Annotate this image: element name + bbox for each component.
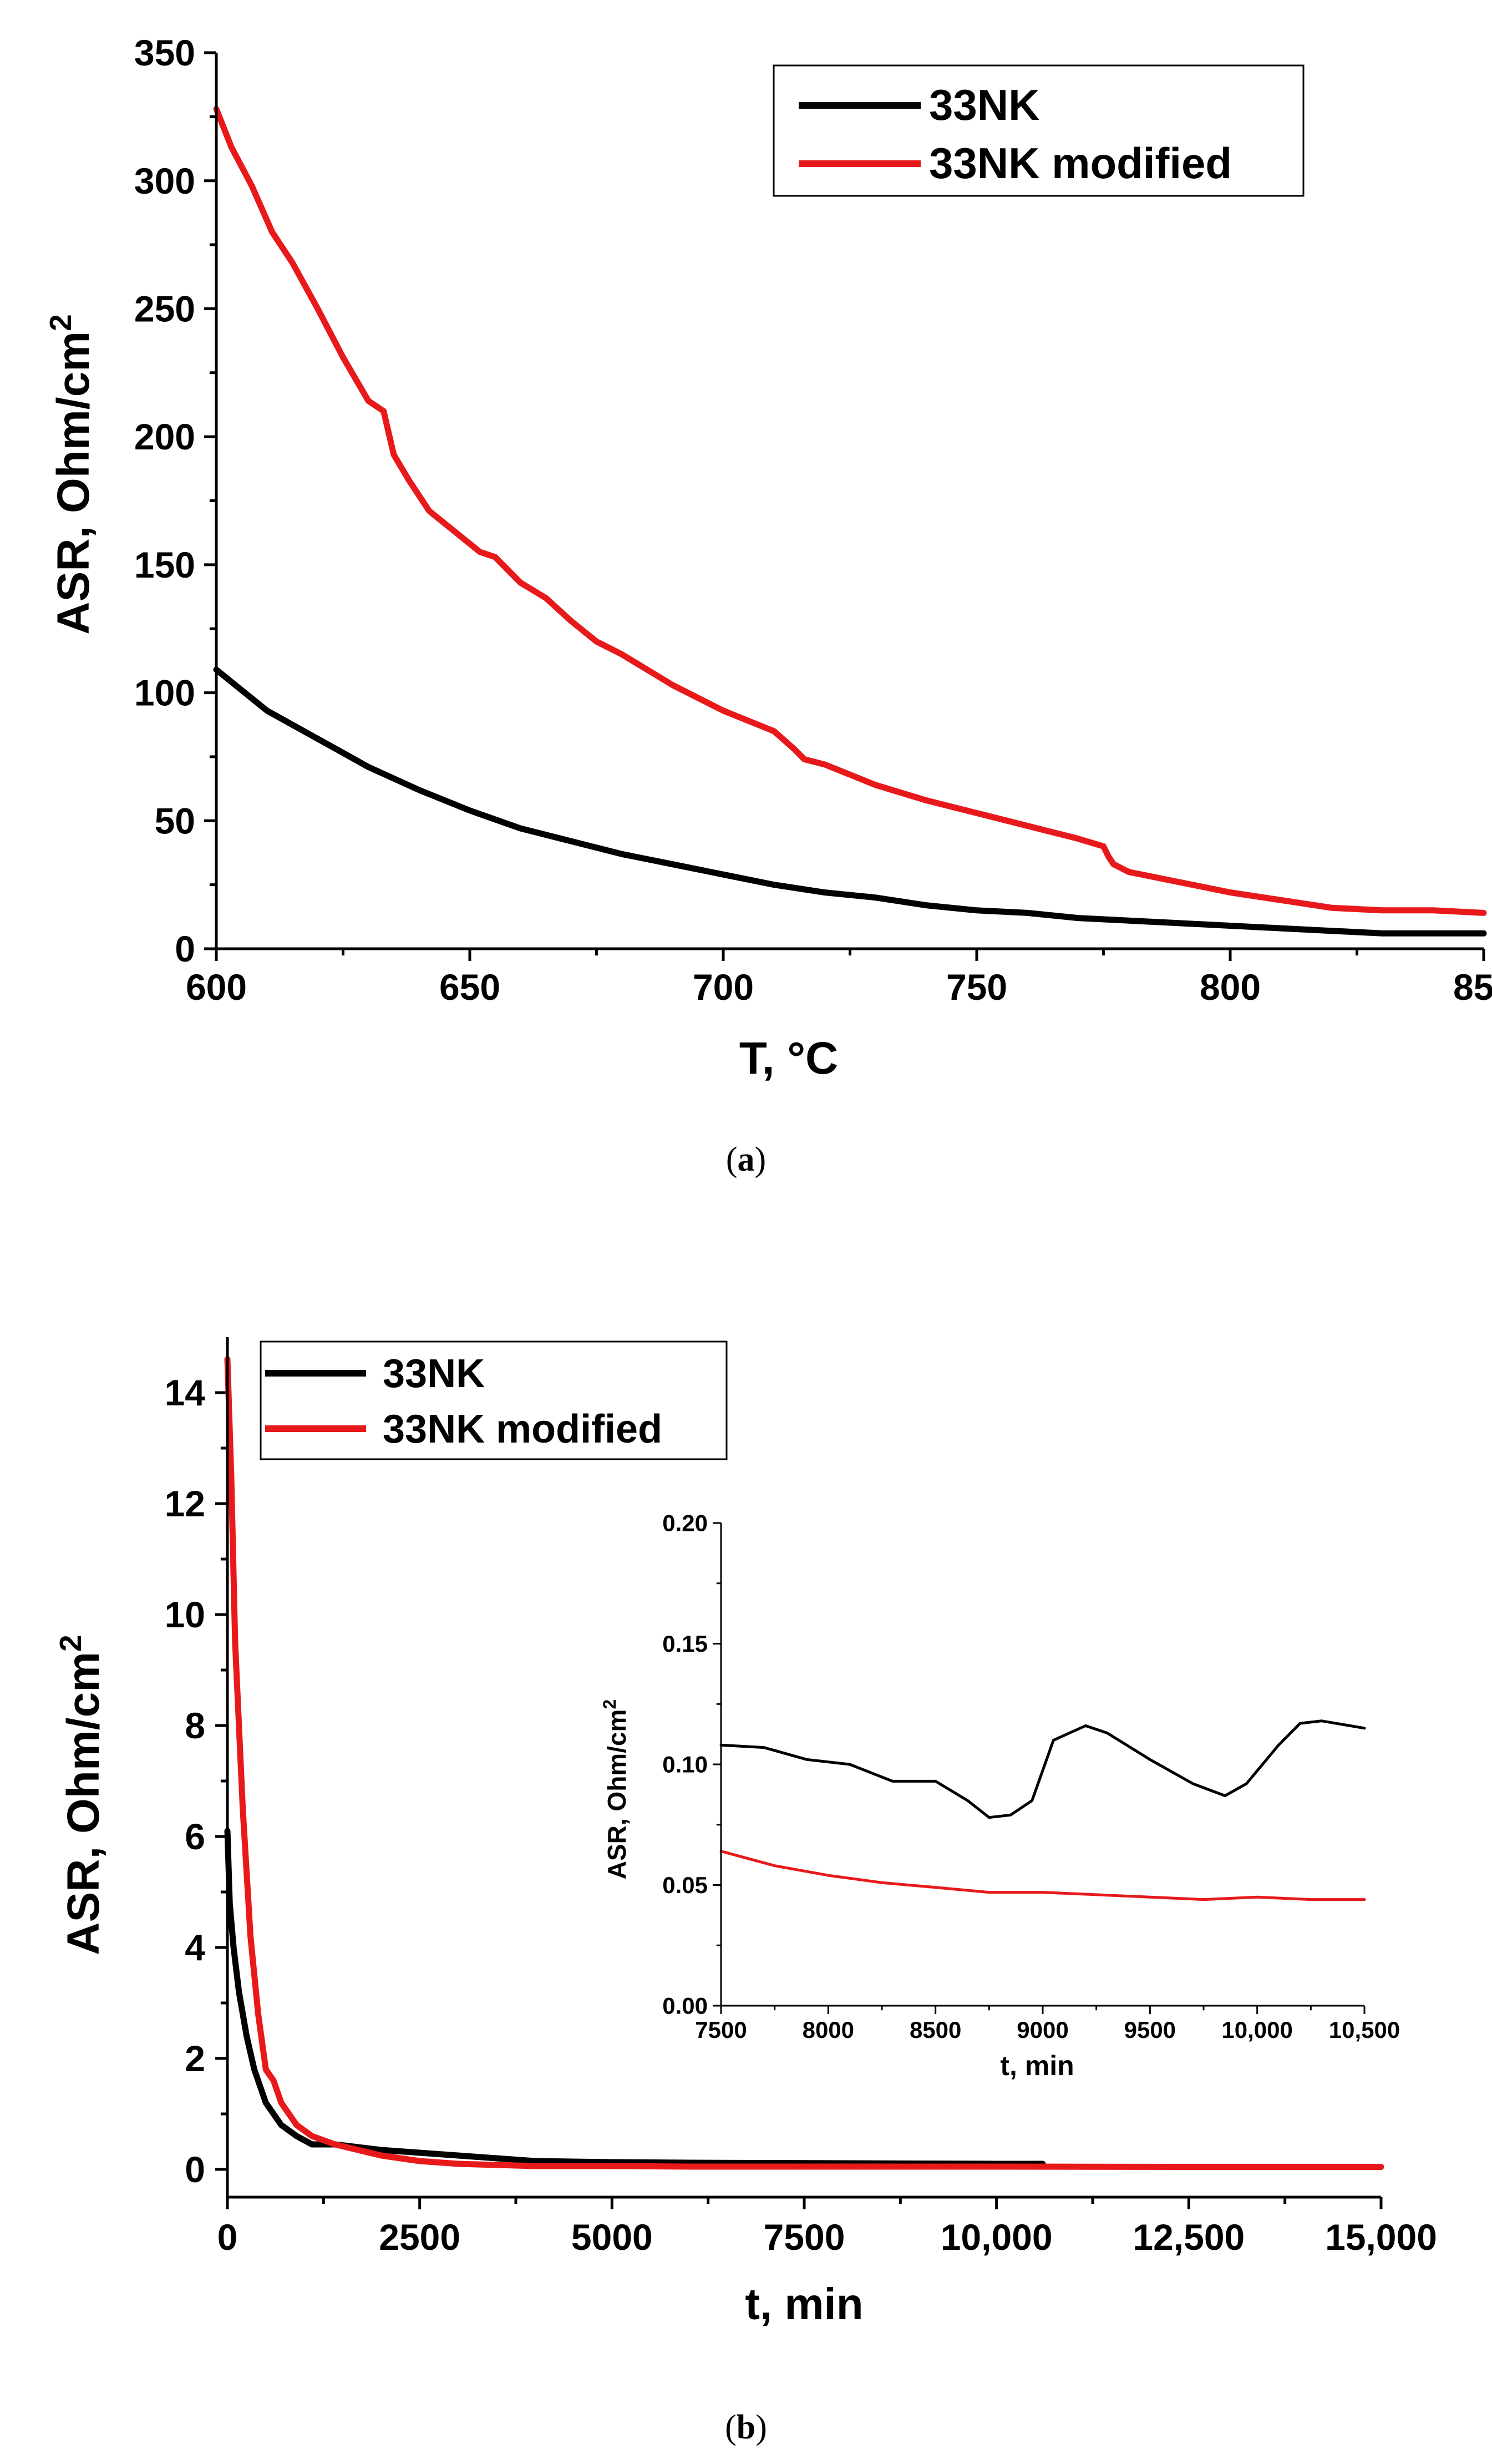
panel-a-axes: [215, 53, 1484, 950]
panel-a-legend-box: [773, 64, 1305, 197]
x-tick-label: 7500: [695, 2017, 747, 2043]
panel-a-ticks: 600 650 700 750 800 850 0 50 100 150 200 250 300 350: [134, 32, 1492, 1008]
legend-label-33nk: 33NK: [929, 80, 1039, 129]
panel-a-caption-open: (: [726, 1141, 738, 1178]
series-line-33nk: [719, 1719, 1366, 1819]
inset-y-axis-title: ASR, Ohm/cm2: [600, 1699, 631, 1880]
x-tick-label: 650: [439, 967, 500, 1008]
panel-a-y-axis-title: ASR, Ohm/cm2: [43, 314, 99, 634]
y-tick-label: 4: [185, 1927, 205, 1968]
x-tick-label: 10,000: [1221, 2017, 1292, 2043]
x-tick-label: 0: [217, 2217, 238, 2258]
y-tick-label: 50: [155, 800, 195, 841]
x-tick-label: 700: [693, 967, 754, 1008]
panel-a-y-axis-title-text: ASR, Ohm/cm: [48, 331, 99, 635]
x-tick-label: 750: [946, 967, 1007, 1008]
y-tick-label: 0.20: [662, 1510, 708, 1536]
y-tick-label: 2: [185, 2038, 205, 2079]
inset-y-axis-title-superscript: 2: [600, 1699, 620, 1709]
x-tick-label: 5000: [571, 2217, 653, 2258]
x-tick-label: 15,000: [1325, 2217, 1437, 2258]
panel-b-chart: 0 2500 5000 7500 10,000 12,500 15,000 0 2 4 6 8 10 12…: [53, 1337, 1437, 2446]
panel-b-caption-close: ): [755, 2409, 767, 2446]
inset-x-axis-title: t, min: [1000, 2050, 1074, 2081]
x-tick-label: 2500: [379, 2217, 460, 2258]
series-line-33nk-modified: [719, 1850, 1366, 1901]
panel-b-series: [224, 1356, 1384, 2170]
y-tick-label: 350: [134, 32, 195, 73]
x-tick-label: 850: [1453, 967, 1492, 1008]
series-line-33nk: [213, 666, 1487, 937]
panel-a-caption: (a): [726, 1141, 766, 1178]
y-tick-label: 8: [185, 1705, 205, 1746]
inset-ticks: 7500 8000 8500 9000 9500 10,000 10,500 0.00 0.05…: [662, 1510, 1400, 2043]
legend-label-33nk-modified: 33NK modified: [929, 139, 1232, 188]
y-tick-label: 12: [165, 1483, 205, 1524]
panel-b-legend-box: [260, 1340, 728, 1460]
x-tick-label: 600: [186, 967, 247, 1008]
panel-a-legend: 33NK 33NK modified: [773, 64, 1305, 197]
panel-b-y-axis-title-text: ASR, Ohm/cm: [58, 1652, 109, 1955]
panel-b-caption-open: (: [725, 2409, 737, 2446]
x-tick-label: 8000: [803, 2017, 854, 2043]
y-tick-label: 150: [134, 544, 195, 585]
legend-label-33nk: 33NK: [383, 1352, 485, 1396]
x-tick-label: 9500: [1124, 2017, 1176, 2043]
panel-b-x-axis-title: t, min: [745, 2279, 863, 2329]
panel-b-axes: [226, 1337, 1381, 2199]
x-tick-label: 800: [1200, 967, 1261, 1008]
legend-label-33nk-modified: 33NK modified: [383, 1407, 662, 1451]
x-tick-label: 8500: [910, 2017, 961, 2043]
y-tick-label: 0.15: [662, 1631, 708, 1657]
panel-b-caption-letter: b: [737, 2409, 755, 2446]
y-tick-label: 14: [165, 1372, 206, 1413]
panel-b-ticks: 0 2500 5000 7500 10,000 12,500 15,000 0 2 4 6 8 10 12…: [165, 1372, 1437, 2258]
y-tick-label: 250: [134, 289, 195, 330]
inset-series: [719, 1719, 1366, 1901]
panel-b-caption: (b): [725, 2409, 767, 2446]
panel-a-caption-letter: a: [738, 1141, 755, 1178]
inset-axes: [720, 1523, 1364, 2007]
panel-b-legend: 33NK 33NK modified: [260, 1340, 728, 1460]
panel-a-y-axis-title-superscript: 2: [43, 314, 78, 331]
series-line-33nk-modified: [224, 1356, 1384, 2170]
inset-background: [715, 1520, 1364, 2075]
y-tick-label: 100: [134, 672, 195, 714]
y-tick-label: 0.00: [662, 1993, 708, 2019]
y-tick-label: 0: [175, 928, 195, 969]
y-tick-label: 0.10: [662, 1752, 708, 1778]
y-tick-label: 200: [134, 416, 195, 457]
x-tick-label: 9000: [1017, 2017, 1068, 2043]
y-tick-label: 0.05: [662, 1872, 708, 1898]
panel-b-y-axis-title: ASR, Ohm/cm2: [53, 1635, 109, 1955]
x-tick-label: 10,000: [941, 2217, 1053, 2258]
x-tick-label: 12,500: [1133, 2217, 1245, 2258]
panel-a-x-axis-title: T, °C: [739, 1033, 839, 1084]
panel-a-series: [213, 106, 1487, 937]
panel-a-caption-close: ): [755, 1141, 767, 1178]
series-line-33nk-modified: [213, 106, 1487, 916]
y-tick-label: 300: [134, 160, 195, 201]
panel-b-y-axis-title-superscript: 2: [53, 1635, 88, 1652]
x-tick-label: 7500: [764, 2217, 845, 2258]
y-tick-label: 10: [165, 1594, 205, 1635]
x-tick-label: 10,500: [1329, 2017, 1400, 2043]
y-tick-label: 6: [185, 1816, 205, 1857]
inset-y-axis-title-text: ASR, Ohm/cm: [602, 1709, 631, 1880]
panel-b-inset-chart: 7500 8000 8500 9000 9500 10,000 10,500 0.00 0.05…: [600, 1510, 1400, 2081]
panel-a-chart: 600650700750800850050100150200250300350 …: [43, 32, 1492, 1178]
y-tick-label: 0: [185, 2149, 205, 2190]
